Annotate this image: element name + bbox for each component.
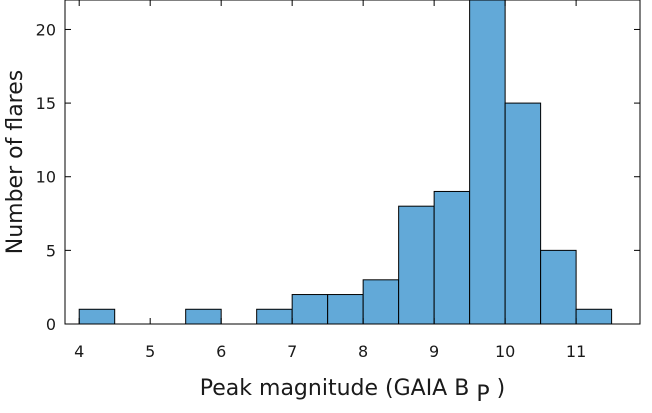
histogram-bar xyxy=(575,308,613,325)
y-tick-label: 10 xyxy=(36,168,56,187)
histogram-bar xyxy=(327,294,364,325)
histogram-bar xyxy=(504,102,542,325)
histogram-bar xyxy=(291,294,329,325)
y-tick-label: 0 xyxy=(46,315,56,334)
histogram-bar xyxy=(398,205,435,325)
x-axis-title: Peak magnitude (GAIA B P ) xyxy=(200,376,505,407)
x-tick-label: 6 xyxy=(216,342,226,361)
bar-group xyxy=(78,0,613,325)
x-tick-label: 11 xyxy=(566,342,586,361)
histogram-bar xyxy=(256,308,293,325)
plot-frame xyxy=(64,0,641,325)
x-tick-label: 7 xyxy=(287,342,297,361)
x-axis-title-main: Peak magnitude (GAIA B xyxy=(200,376,470,401)
x-ticks: 4 5 6 7 8 9 10 11 xyxy=(74,0,586,361)
y-axis-title: Number of flares xyxy=(3,70,28,254)
histogram-bar xyxy=(78,308,116,325)
y-tick-label: 5 xyxy=(46,241,56,260)
axes xyxy=(64,0,641,325)
y-tick-label: 20 xyxy=(36,20,56,39)
x-tick-label: 5 xyxy=(145,342,155,361)
histogram-bar xyxy=(433,190,471,325)
histogram-bar xyxy=(540,249,577,325)
x-tick-label: 4 xyxy=(74,342,84,361)
histogram-bar xyxy=(185,308,222,325)
x-axis-title-close: ) xyxy=(497,376,506,401)
x-axis-title-subscript: P xyxy=(476,382,489,407)
histogram-bar xyxy=(469,0,506,325)
x-tick-label: 10 xyxy=(495,342,515,361)
histogram-bar xyxy=(362,279,400,325)
y-ticks: 0 5 10 15 20 xyxy=(36,20,640,334)
x-tick-label: 8 xyxy=(358,342,368,361)
y-tick-label: 15 xyxy=(36,94,56,113)
x-tick-label: 9 xyxy=(429,342,439,361)
